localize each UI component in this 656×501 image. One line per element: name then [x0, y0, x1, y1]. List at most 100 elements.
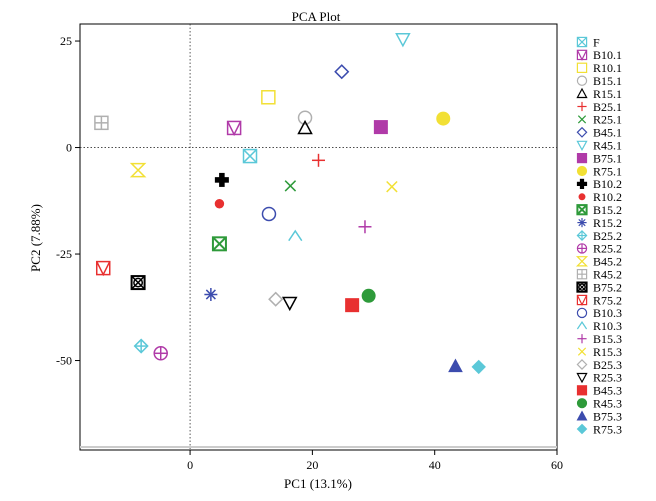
point-b25-3: [268, 291, 284, 307]
legend-entry-r75-1: R75.1: [576, 164, 622, 178]
legend-label: R45.1: [593, 139, 622, 153]
legend-entry-r15-3: R15.3: [577, 345, 622, 359]
legend-label: R15.2: [593, 216, 622, 230]
legend-entry-r10-1: R10.1: [576, 61, 622, 75]
legend-entry-b75-3: B75.3: [576, 409, 622, 423]
legend-entry-b15-3: B15.3: [577, 332, 622, 346]
y-axis-ticks: 25 0 -25 -50: [56, 34, 80, 368]
y-tick-label: 0: [66, 141, 72, 155]
legend-entry-b10-3: B10.3: [576, 306, 622, 320]
y-tick-label: -25: [56, 247, 72, 261]
legend-entry-r25-1: R25.1: [577, 113, 622, 127]
legend-label: B15.2: [593, 203, 622, 217]
x-tick-label: 20: [306, 458, 318, 472]
legend-entry-b10-2: B10.2: [576, 177, 622, 191]
legend-marker: [576, 385, 588, 396]
legend-marker: [576, 165, 588, 177]
legend-entry-r45-1: R45.1: [576, 139, 622, 153]
legend-label: B45.1: [593, 126, 622, 140]
legend-label: R45.2: [593, 268, 622, 282]
point-r45-1: [395, 33, 411, 48]
legend-marker: [576, 140, 588, 152]
point-r10-2: [214, 199, 225, 209]
legend-marker: [576, 204, 588, 216]
legend-marker: [577, 101, 587, 112]
legend-entry-r25-3: R25.3: [576, 371, 622, 385]
legend-entry-b15-2: B15.2: [576, 203, 622, 217]
point-r15-2: [204, 288, 218, 302]
point-b75-3: [448, 358, 463, 373]
point-b45-3: [345, 298, 360, 313]
point-b10-1: [226, 120, 242, 137]
point-r25-3: [281, 296, 298, 312]
x-tick-label: 60: [551, 458, 563, 472]
point-r75-2: [95, 260, 111, 277]
x-tick-label: 40: [429, 458, 441, 472]
legend-label: B75.1: [593, 151, 622, 165]
legend-label: R25.3: [593, 371, 622, 385]
legend-marker: [576, 281, 588, 293]
point-b25-2: [133, 338, 149, 354]
legend-label: B75.3: [593, 409, 622, 423]
legend-marker: [576, 75, 588, 86]
legend-label: R25.1: [593, 113, 622, 127]
y-tick-label: 25: [60, 34, 72, 48]
legend-label: R10.2: [593, 190, 622, 204]
point-r10-1: [261, 90, 276, 105]
legend-marker: [576, 423, 588, 435]
point-r15-1: [297, 119, 313, 135]
legend-marker: [575, 256, 589, 267]
legend-label: B15.3: [593, 332, 622, 346]
legend-marker: [576, 243, 588, 254]
legend-marker: [576, 372, 588, 384]
point-f: [242, 148, 258, 164]
legend-marker: [576, 321, 588, 330]
legend-marker: [576, 87, 588, 99]
legend-label: B45.3: [593, 384, 622, 398]
point-r45-2: [94, 115, 109, 131]
point-b10-3: [261, 206, 277, 222]
legend-label: R10.1: [593, 61, 622, 75]
legend-marker: [576, 294, 588, 306]
legend-marker: [576, 126, 588, 138]
legend-marker: [576, 230, 588, 241]
y-axis-label: PC2 (7.88%): [28, 204, 43, 272]
legend-marker: [577, 334, 587, 344]
legend-marker: [576, 359, 588, 370]
point-b45-2: [129, 162, 147, 178]
legend-label: R25.2: [593, 242, 622, 256]
legend-marker: [576, 307, 588, 319]
point-r15-3: [386, 181, 398, 193]
legend-label: B15.1: [593, 74, 622, 88]
legend-entry-r10-2: R10.2: [578, 190, 622, 204]
legend-marker: [578, 193, 586, 201]
legend-label: R15.3: [593, 345, 622, 359]
legend-entry-b75-1: B75.1: [576, 151, 622, 165]
legend-label: B10.2: [593, 177, 622, 191]
legend-label: B25.1: [593, 100, 622, 114]
legend-marker: [576, 398, 588, 409]
point-b25-1: [312, 153, 325, 167]
legend-entry-b45-1: B45.1: [576, 126, 622, 140]
x-tick-label: 0: [187, 458, 193, 472]
point-r10-3: [288, 229, 303, 242]
point-b75-1: [373, 120, 388, 135]
chart-title: PCA Plot: [292, 9, 341, 24]
legend-entry-r45-2: R45.2: [576, 268, 622, 282]
legend-marker: [576, 36, 588, 48]
legend-entry-r45-3: R45.3: [576, 397, 622, 411]
legend-marker: [576, 62, 588, 74]
legend-label: R15.1: [593, 87, 622, 101]
point-b75-2: [130, 275, 146, 291]
legend-label: R45.3: [593, 397, 622, 411]
legend-label: B25.2: [593, 229, 622, 243]
legend-entry-b45-2: B45.2: [575, 255, 622, 269]
legend: FB10.1R10.1B15.1R15.1B25.1R25.1B45.1R45.…: [575, 35, 622, 436]
legend-entry-f: F: [576, 35, 600, 49]
legend-label: R75.1: [593, 164, 622, 178]
point-r75-1: [436, 111, 451, 126]
point-b45-1: [334, 64, 350, 80]
plot-area: 0 20 40 60 25 0 -25 -50: [56, 23, 563, 472]
data-points: [94, 33, 486, 375]
